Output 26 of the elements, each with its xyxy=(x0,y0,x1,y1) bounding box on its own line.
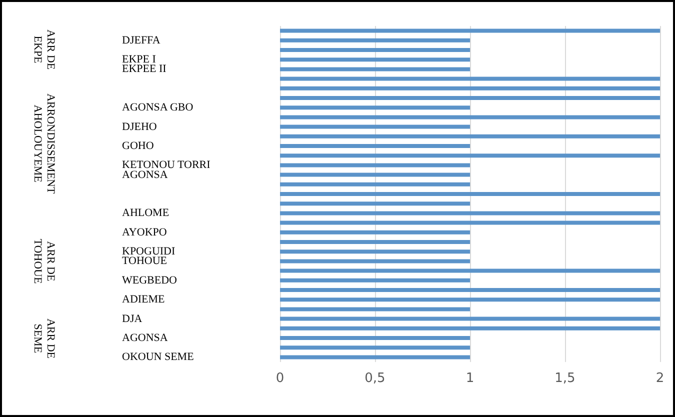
x-tick-label: 0 xyxy=(276,371,284,386)
x-tick-label: 1 xyxy=(466,371,474,386)
y-tick-label: KPOGUIDI xyxy=(122,246,176,258)
text: ARR DE EKPE xyxy=(32,30,56,70)
text: ARRONDISSEMENT AHOLOUYEME xyxy=(32,93,56,194)
x-tick-label: 2 xyxy=(656,371,664,386)
text: ARR DE TOHOUE xyxy=(32,238,56,284)
y-tick-label: GOHO xyxy=(122,140,154,152)
y-tick-label: AHLOME xyxy=(122,207,170,220)
y-tick-label: AGONSA xyxy=(122,332,168,344)
y-tick-label: KETONOU TORRI xyxy=(122,159,211,172)
y-tick-label: AGONSA GBO xyxy=(122,102,194,114)
y-tick-label: DJEFFA xyxy=(122,34,160,46)
y-tick-label: AGONSA xyxy=(122,168,168,181)
x-tick-label: 1,5 xyxy=(554,371,576,386)
x-tick-label: 0,5 xyxy=(364,371,386,386)
y-tick-label: EKPE I xyxy=(122,54,156,66)
y-tick-label: OKOUN SEME xyxy=(122,351,194,364)
y-tick-label: AYOKPO xyxy=(122,226,167,238)
y-tick-label: WEGBEDO xyxy=(122,274,178,286)
text: ARR DE SEME xyxy=(32,318,56,359)
y-tick-label: DJA xyxy=(122,312,142,325)
y-tick-label: TOHOUE xyxy=(122,255,168,268)
y-tick-label: DJEHO xyxy=(122,120,157,133)
y-tick-label: EKPEE II xyxy=(122,63,167,76)
y-tick-label: ADIEME xyxy=(122,294,166,306)
